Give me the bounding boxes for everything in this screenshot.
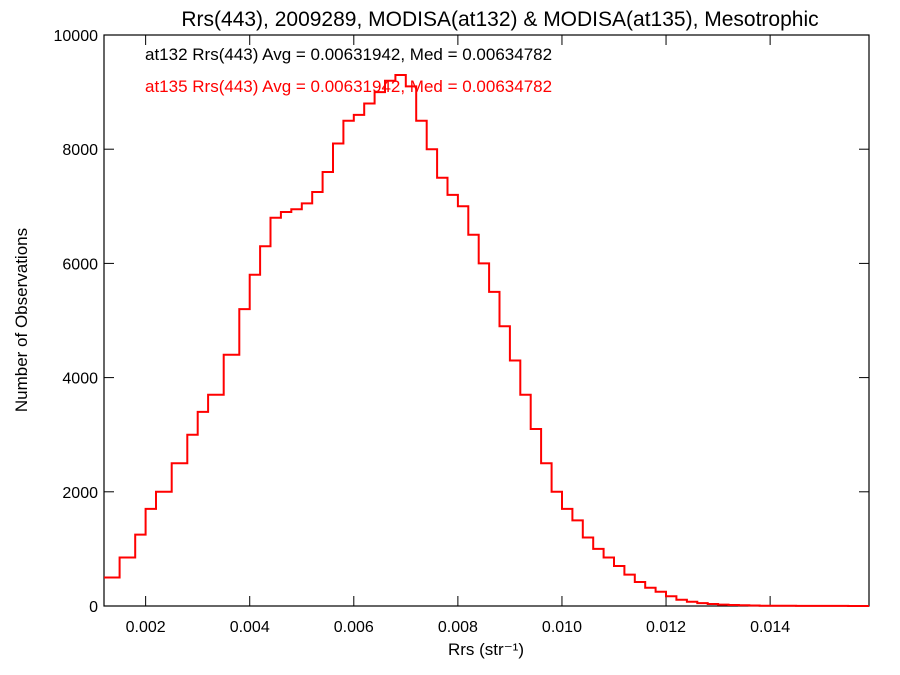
chart-title: Rrs(443), 2009289, MODISA(at132) & MODIS… [181,8,818,31]
x-tick-label: 0.004 [230,619,270,636]
x-axis-label: Rrs (str⁻¹) [448,640,524,659]
plot-frame [103,34,870,607]
x-tick-label: 0.002 [126,619,166,636]
y-tick-label: 10000 [54,28,99,45]
y-axis-label: Number of Observations [12,228,31,412]
x-tick-label: 0.010 [542,619,582,636]
annotation-at135: at135 Rrs(443) Avg = 0.00631942, Med = 0… [145,77,552,96]
series-group [104,74,869,607]
y-tick-label: 0 [89,599,98,616]
x-tick-label: 0.006 [334,619,374,636]
x-axis: 0.002 0.004 0.006 0.008 0.010 0.012 0.014 [126,35,790,636]
y-tick-label: 8000 [62,142,98,159]
y-axis: 0 2000 4000 6000 8000 10000 [54,28,869,616]
x-tick-label: 0.008 [438,619,478,636]
x-tick-label: 0.012 [646,619,686,636]
x-tick-label: 0.014 [750,619,790,636]
y-tick-label: 4000 [62,371,98,388]
y-tick-label: 2000 [62,485,98,502]
series-line [104,74,869,607]
annotation-at132: at132 Rrs(443) Avg = 0.00631942, Med = 0… [145,45,552,64]
y-tick-label: 6000 [62,256,98,273]
